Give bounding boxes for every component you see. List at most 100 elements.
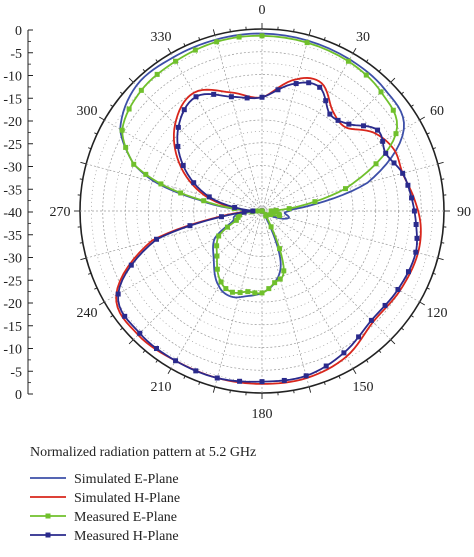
data-point: [252, 290, 257, 295]
data-point: [155, 72, 160, 77]
angular-tick: [309, 387, 311, 393]
data-point: [268, 212, 273, 217]
data-point: [260, 379, 265, 384]
data-point: [263, 213, 268, 218]
legend-label: Simulated E-Plane: [74, 472, 179, 487]
legend-item: Simulated E-Plane: [30, 472, 179, 487]
angular-tick: [80, 258, 86, 260]
angular-tick: [129, 78, 133, 82]
data-point: [294, 81, 299, 86]
angular-tick: [213, 29, 215, 35]
angular-tick: [391, 340, 395, 344]
data-point: [287, 206, 292, 211]
radial-tick-label: -25: [3, 138, 22, 153]
legend-label: Measured H-Plane: [74, 529, 179, 544]
angular-tick: [99, 302, 104, 305]
legend-marker: [46, 533, 51, 538]
data-point: [225, 225, 230, 230]
angular-tick: [168, 48, 171, 53]
radial-tick-label: -10: [3, 70, 22, 85]
data-point: [323, 98, 328, 103]
angle-label-210: 210: [151, 380, 172, 395]
angle-label-240: 240: [77, 306, 98, 321]
data-point: [260, 209, 265, 214]
radial-tick-label: -40: [3, 206, 22, 221]
angular-tick: [427, 288, 430, 289]
data-point: [219, 214, 224, 219]
grid-spoke: [215, 211, 262, 387]
data-point: [201, 198, 206, 203]
radial-axis: 0-5-10-15-20-25-30-35-40-35-30-25-20-15-…: [3, 24, 33, 403]
angular-tick: [391, 78, 395, 82]
angle-label-300: 300: [77, 104, 98, 119]
data-point: [131, 162, 136, 167]
legend-item: Simulated H-Plane: [30, 491, 180, 506]
data-point: [123, 145, 128, 150]
data-point: [306, 80, 311, 85]
data-point: [336, 118, 341, 123]
data-point: [216, 234, 221, 239]
data-point: [383, 151, 388, 156]
data-point: [327, 112, 332, 117]
data-point: [120, 128, 125, 133]
angular-tick: [230, 29, 231, 32]
radial-tick-label: 0: [15, 388, 22, 403]
data-point: [182, 107, 187, 112]
data-point: [413, 250, 418, 255]
data-point: [158, 181, 163, 186]
angular-tick: [184, 43, 185, 46]
radial-tick-label: -20: [3, 115, 22, 130]
data-point: [181, 163, 186, 168]
legend-label: Measured E-Plane: [74, 510, 177, 525]
data-point: [178, 190, 183, 195]
data-point: [272, 280, 277, 285]
data-point: [122, 314, 127, 319]
data-point: [187, 223, 192, 228]
data-series: [116, 33, 421, 384]
angular-tick: [438, 258, 444, 260]
data-point: [260, 95, 265, 100]
data-point: [317, 85, 322, 90]
series-measured-e-plane: [120, 33, 399, 295]
grid-spoke: [262, 53, 353, 211]
angular-tick: [401, 92, 403, 94]
data-point: [361, 123, 366, 128]
data-point: [215, 376, 220, 381]
data-point: [375, 128, 380, 133]
series-line: [116, 78, 421, 384]
data-point: [379, 89, 384, 94]
grid-spoke: [262, 164, 438, 211]
radial-tick-label: -15: [3, 92, 22, 107]
angular-tick: [80, 243, 83, 244]
angle-label-180: 180: [252, 407, 273, 422]
data-point: [173, 358, 178, 363]
data-point: [230, 290, 235, 295]
angular-tick: [420, 117, 425, 120]
data-point: [412, 209, 417, 214]
data-point: [346, 122, 351, 127]
angle-label-150: 150: [353, 380, 374, 395]
data-point: [282, 378, 287, 383]
data-point: [343, 186, 348, 191]
grid-spoke: [133, 211, 262, 340]
angular-tick: [213, 387, 215, 393]
angular-tick: [353, 48, 356, 53]
angle-label-90: 90: [457, 205, 471, 220]
grid-spoke: [262, 211, 309, 387]
angle-label-120: 120: [426, 306, 447, 321]
angular-tick: [94, 133, 97, 134]
legend-marker: [46, 514, 51, 519]
legend: Normalized radiation pattern at 5.2 GHz …: [30, 445, 256, 544]
angular-tick: [379, 69, 381, 71]
data-point: [191, 180, 196, 185]
data-point: [154, 237, 159, 242]
data-point: [129, 263, 134, 268]
data-point: [214, 243, 219, 248]
angular-tick: [184, 376, 185, 379]
data-point: [356, 334, 361, 339]
data-point: [406, 269, 411, 274]
radial-tick-label: -5: [10, 365, 22, 380]
data-point: [137, 331, 142, 336]
